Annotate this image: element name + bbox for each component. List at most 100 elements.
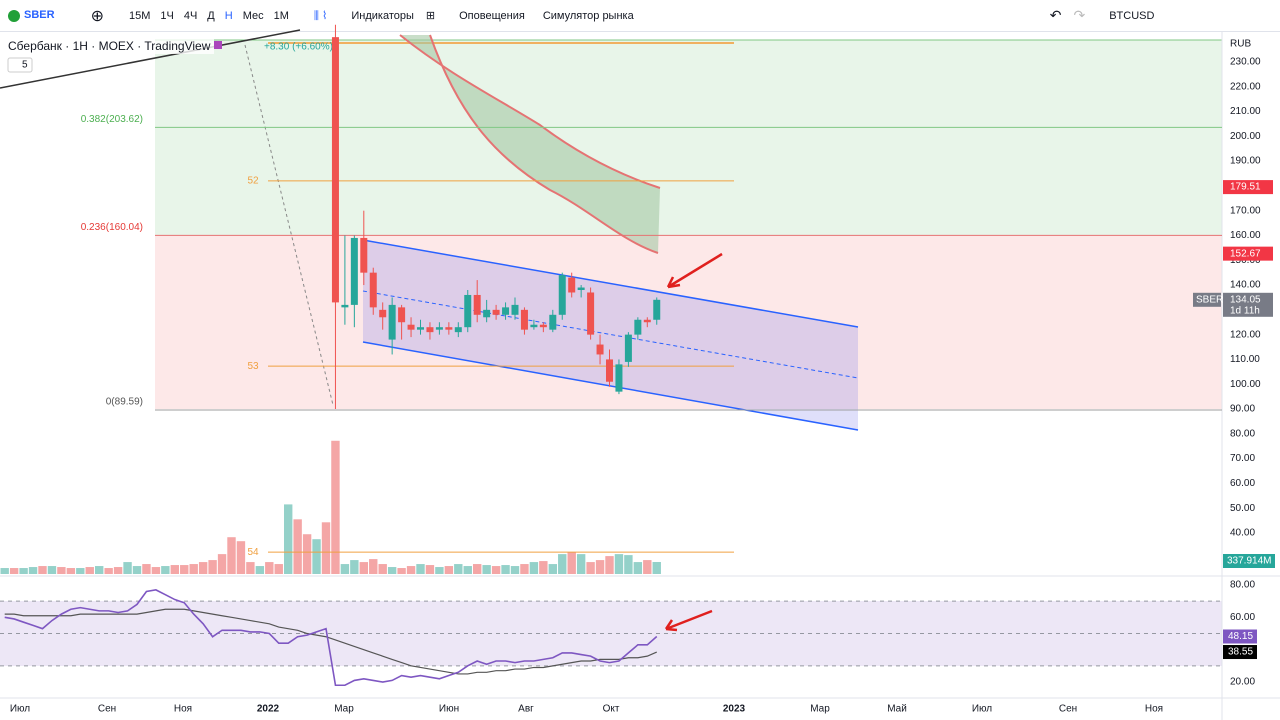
price-tick-label: 80.00 <box>1230 428 1255 439</box>
symbol: SBER <box>24 9 55 22</box>
volume-bar <box>312 539 321 574</box>
volume-bar <box>236 541 246 574</box>
volume-bar <box>576 554 586 574</box>
compare-symbol[interactable]: BTCUSD <box>1109 9 1155 22</box>
candle-body <box>483 309 491 318</box>
candle-body <box>587 292 595 335</box>
candle-body <box>473 294 481 315</box>
volume-bar <box>614 554 624 574</box>
volume-bar <box>558 554 567 574</box>
volume-bar <box>132 566 142 574</box>
volume-level-label: 54 <box>247 547 259 558</box>
price-tick-label: 120.00 <box>1230 329 1261 340</box>
volume-bar <box>302 534 312 574</box>
candle-body <box>568 277 576 293</box>
volume-bar <box>387 567 397 574</box>
legend-count: 5 <box>22 60 28 71</box>
candle-body <box>615 364 623 392</box>
redo[interactable]: ↷ <box>1073 7 1086 23</box>
candle-body <box>606 359 613 382</box>
volume-bar <box>57 567 66 574</box>
candle-body <box>558 275 566 315</box>
volume-badge <box>1223 554 1275 568</box>
volume-bar <box>142 564 151 574</box>
price-tick-label: 210.00 <box>1230 106 1261 117</box>
volume-bar <box>491 566 501 574</box>
symbol-badge-label: SBER <box>1196 294 1223 305</box>
time-label: Сен <box>98 704 116 715</box>
interval-button[interactable]: 4Ч <box>183 9 198 22</box>
price-tick-label: 200.00 <box>1230 131 1261 142</box>
fib-trend <box>244 44 334 406</box>
volume-bar <box>473 564 482 574</box>
replay-button[interactable]: Симулятор рынка <box>542 9 634 22</box>
time-label: Июн <box>439 704 459 715</box>
volume-bar <box>66 568 76 574</box>
interval-button[interactable]: 1М <box>273 9 289 22</box>
alerts-button[interactable]: Оповещения <box>459 9 525 22</box>
volume-bar <box>369 559 378 574</box>
price-badge <box>1223 246 1273 261</box>
volume-bar <box>595 560 605 574</box>
volume-bar <box>151 567 161 574</box>
interval-button[interactable]: 1Ч <box>160 9 174 22</box>
countdown: 1d 11h <box>1230 305 1260 316</box>
time-label: Мар <box>334 704 354 715</box>
last-price-badge <box>1223 292 1273 317</box>
price-tick-label: 110.00 <box>1230 354 1260 365</box>
volume-bar <box>435 567 444 574</box>
volume-bar <box>38 566 47 574</box>
interval-button[interactable]: 15М <box>128 9 151 22</box>
channel-line <box>362 341 859 431</box>
layout-button[interactable]: ⊞ <box>425 10 436 22</box>
volume-bar <box>397 568 406 574</box>
toolbar: SBER ⊕ 15М 1Ч 4Ч Д Н Мес 1М ⫼ ⌇ Индикаторы ⊞ О… <box>0 0 1280 32</box>
intervals: 15М 1Ч 4Ч Д Н Мес 1М <box>124 10 294 22</box>
fib-label: 0(89.59) <box>106 397 143 408</box>
candle-body <box>388 304 396 340</box>
volume-bar <box>170 565 179 574</box>
time-label: 2022 <box>257 704 280 715</box>
legend-title: Сбербанк · 1Н · MOEX · TradingView <box>8 39 211 53</box>
price-tick-label: 90.00 <box>1230 404 1255 415</box>
legend-change: +8.30 (+6.60%) <box>264 42 333 53</box>
trend-line <box>0 29 301 89</box>
rsi-tick-label: 80.00 <box>1230 580 1255 591</box>
candle-body <box>379 309 387 318</box>
chart-type[interactable]: ⫼ ⌇ <box>313 9 328 22</box>
time-label: Июл <box>972 704 992 715</box>
legend-flag <box>214 41 222 49</box>
interval-button[interactable]: Мес <box>242 9 264 22</box>
interval-button[interactable]: Д <box>207 9 215 22</box>
time-label: 2023 <box>723 704 746 715</box>
time-label: Май <box>887 704 907 715</box>
interval-button[interactable]: Н <box>224 9 233 22</box>
legend-toggle[interactable] <box>7 57 33 73</box>
time-label: Ноя <box>174 704 192 715</box>
volume-bar <box>378 564 387 574</box>
time-label: Окт <box>603 704 620 715</box>
symbol-badge <box>1193 292 1221 307</box>
volume-bar <box>529 562 539 574</box>
volume-bar <box>416 564 425 574</box>
volume-bar <box>510 566 520 574</box>
indicators-button[interactable]: Индикаторы <box>351 9 414 22</box>
volume-bar <box>76 568 85 574</box>
cloud-edge <box>429 34 659 254</box>
add-button[interactable]: ⊕ <box>90 7 104 25</box>
candle-body <box>369 272 377 308</box>
price-badge-label: 179.51 <box>1230 182 1261 193</box>
symbol-button[interactable]: SBER <box>8 9 55 22</box>
candle-body <box>643 319 651 323</box>
volume-bar <box>624 555 633 574</box>
volume-bar <box>605 556 614 574</box>
price-tick-label: 140.00 <box>1230 280 1261 291</box>
volume-bar <box>501 565 510 574</box>
time-label: Авг <box>518 704 534 715</box>
volume-bar <box>633 562 643 574</box>
rsi-line <box>4 589 658 687</box>
volume-bar <box>463 566 472 574</box>
price-tick-label: 60.00 <box>1230 478 1255 489</box>
undo[interactable]: ↶ <box>1049 7 1062 23</box>
volume-bar <box>95 566 104 574</box>
